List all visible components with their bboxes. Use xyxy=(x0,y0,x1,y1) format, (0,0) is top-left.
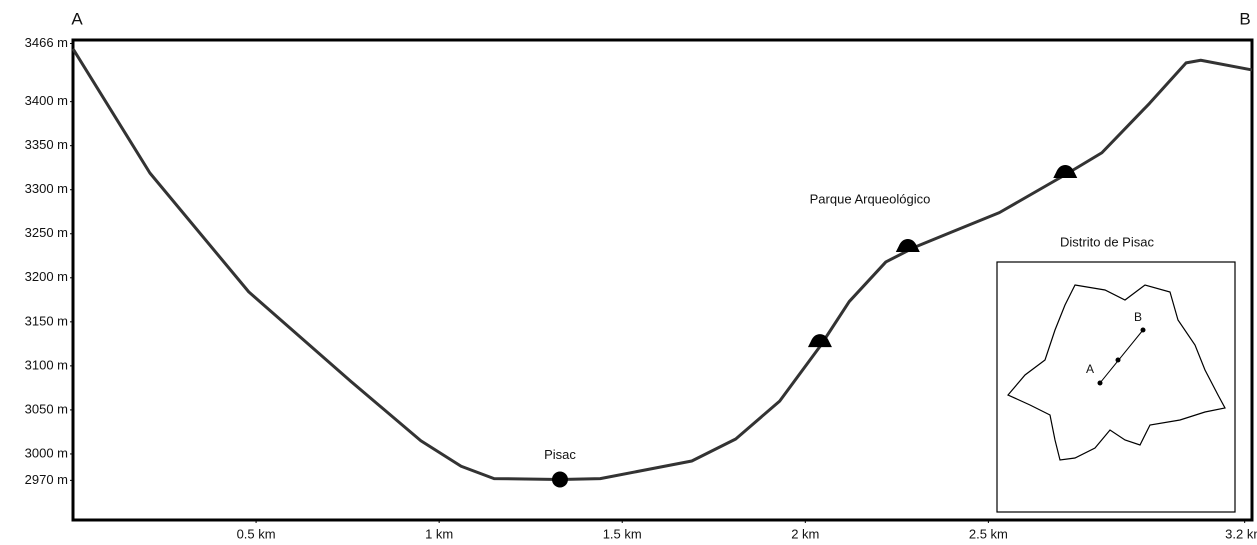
y-tick-label: 3200 m xyxy=(25,269,68,284)
inset-point xyxy=(1115,357,1121,363)
inset-label-b: B xyxy=(1134,310,1142,324)
site-marker xyxy=(895,238,920,252)
y-tick-label: 3050 m xyxy=(25,401,68,416)
y-tick-label: 3350 m xyxy=(25,137,68,152)
y-tick-label: 3400 m xyxy=(25,93,68,108)
plot-frame xyxy=(71,38,1254,522)
site-marker xyxy=(807,334,832,348)
inset-route xyxy=(1099,329,1144,384)
y-tick-label: 3000 m xyxy=(25,445,68,460)
y-tick-label: 3100 m xyxy=(25,357,68,372)
elevation-line xyxy=(71,48,1253,481)
district-outline xyxy=(1007,284,1226,461)
corner-label-a: A xyxy=(71,9,83,28)
corner-label-b: B xyxy=(1239,9,1250,28)
inset-point xyxy=(1097,380,1103,386)
inset-point xyxy=(1140,327,1146,333)
x-tick-label: 3.2 km xyxy=(1225,526,1257,541)
y-tick-label: 2970 m xyxy=(25,472,68,487)
inset-title: Distrito de Pisac xyxy=(1060,234,1154,249)
site-marker xyxy=(1053,164,1078,178)
town-marker xyxy=(551,471,568,488)
inset-frame xyxy=(996,261,1236,513)
town-label: Pisac xyxy=(544,447,576,462)
y-tick-label: 3250 m xyxy=(25,225,68,240)
x-tick-label: 0.5 km xyxy=(237,526,276,541)
y-tick-label: 3300 m xyxy=(25,181,68,196)
x-tick-label: 1.5 km xyxy=(603,526,642,541)
inset-map: Distrito de Pisac A B xyxy=(996,234,1236,513)
y-tick-label: 3466 m xyxy=(25,35,68,50)
x-tick-label: 2.5 km xyxy=(969,526,1008,541)
y-tick-label: 3150 m xyxy=(25,313,68,328)
x-tick-label: 2 km xyxy=(791,526,819,541)
inset-label-a: A xyxy=(1086,362,1094,376)
sites-label: Parque Arqueológico xyxy=(810,191,931,206)
x-tick-label: 1 km xyxy=(425,526,453,541)
